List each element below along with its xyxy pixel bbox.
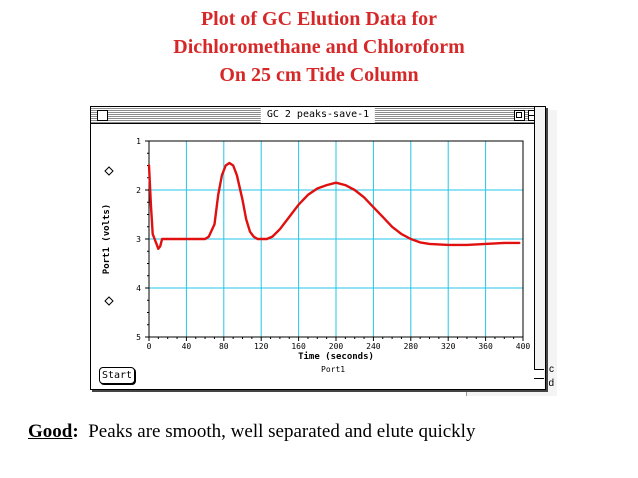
caption-label: Good <box>28 421 73 442</box>
y-axis-expand-icon <box>104 166 114 176</box>
x-tick-label: 360 <box>478 342 493 351</box>
slide-title: Plot of GC Elution Data for Dichlorometh… <box>0 5 638 89</box>
background-window-text: c <box>549 364 554 375</box>
start-button[interactable]: Start <box>99 367 135 384</box>
x-tick-label: 0 <box>147 342 152 351</box>
y-tick-label: 1 <box>136 137 141 146</box>
elution-trace-line <box>147 161 521 251</box>
slide-title-line-1: Plot of GC Elution Data for <box>200 8 438 30</box>
x-tick-label: 280 <box>404 342 419 351</box>
elution-chart: 0 40 80 120 160 200 240 280 320 360 400 1 2 3 4 5 Time (… <box>102 137 531 362</box>
window-titlebar[interactable]: GC 2 peaks-save-1 <box>91 107 545 124</box>
x-tick-label: 200 <box>329 342 344 351</box>
plot-window: GC 2 peaks-save-1 0 40 80 120 160 200 240 280 32… <box>90 106 546 390</box>
background-window-text: d <box>548 378 554 389</box>
caption-text: Peaks are smooth, well separated and elu… <box>78 421 476 442</box>
zoom-box-icon[interactable] <box>514 110 525 121</box>
x-tick-label: 400 <box>516 342 531 351</box>
window-title: GC 2 peaks-save-1 <box>260 107 376 123</box>
y-axis-label: Port1 (volts) <box>102 204 112 274</box>
slide-title-line-2: Dichloromethane and Chloroform <box>173 36 465 58</box>
scroll-down-arrow-icon[interactable] <box>534 378 544 389</box>
y-tick-label: 5 <box>136 333 141 342</box>
slide-caption: Good: Peaks are smooth, well separated a… <box>28 421 475 443</box>
x-tick-label: 240 <box>366 342 381 351</box>
x-tick-label: 320 <box>441 342 456 351</box>
vertical-scrollbar[interactable] <box>534 107 545 389</box>
y-tick-label: 3 <box>136 235 141 244</box>
y-tick-label: 4 <box>136 284 141 293</box>
y-tick-label: 2 <box>136 186 141 195</box>
x-axis-label: Time (seconds) <box>298 351 374 362</box>
close-box-icon[interactable] <box>97 110 108 121</box>
port-label: Port1 <box>321 365 346 374</box>
x-tick-label: 80 <box>219 342 229 351</box>
x-tick-label: 120 <box>254 342 269 351</box>
x-tick-label: 40 <box>182 342 192 351</box>
scroll-up-arrow-icon[interactable] <box>534 369 544 379</box>
slide-title-line-3: On 25 cm Tide Column <box>219 64 419 86</box>
x-tick-label: 160 <box>291 342 306 351</box>
caption-colon: : <box>72 421 79 442</box>
y-axis-collapse-icon <box>104 296 114 306</box>
